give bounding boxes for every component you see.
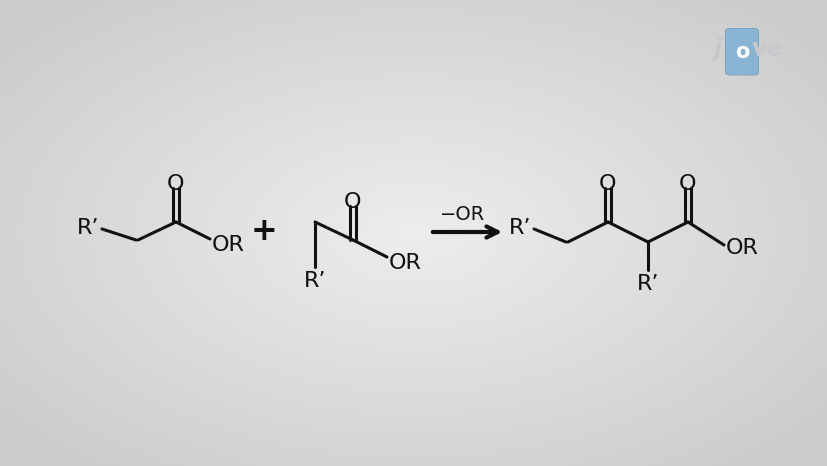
Text: R’: R’: [77, 218, 99, 238]
Text: O: O: [167, 174, 184, 194]
Text: R’: R’: [636, 274, 658, 294]
Text: R’: R’: [508, 218, 531, 238]
Text: OR: OR: [212, 235, 244, 255]
Text: +: +: [251, 217, 277, 247]
Text: O: O: [678, 174, 696, 194]
FancyBboxPatch shape: [724, 28, 758, 75]
Text: −OR: −OR: [440, 205, 485, 224]
Text: O: O: [344, 192, 361, 212]
Text: OR: OR: [724, 238, 758, 258]
Text: OR: OR: [388, 253, 421, 273]
Text: R’: R’: [304, 271, 326, 291]
Text: O: O: [599, 174, 616, 194]
Text: o: o: [734, 42, 748, 62]
Text: ve: ve: [751, 37, 782, 61]
Text: j: j: [712, 37, 720, 61]
